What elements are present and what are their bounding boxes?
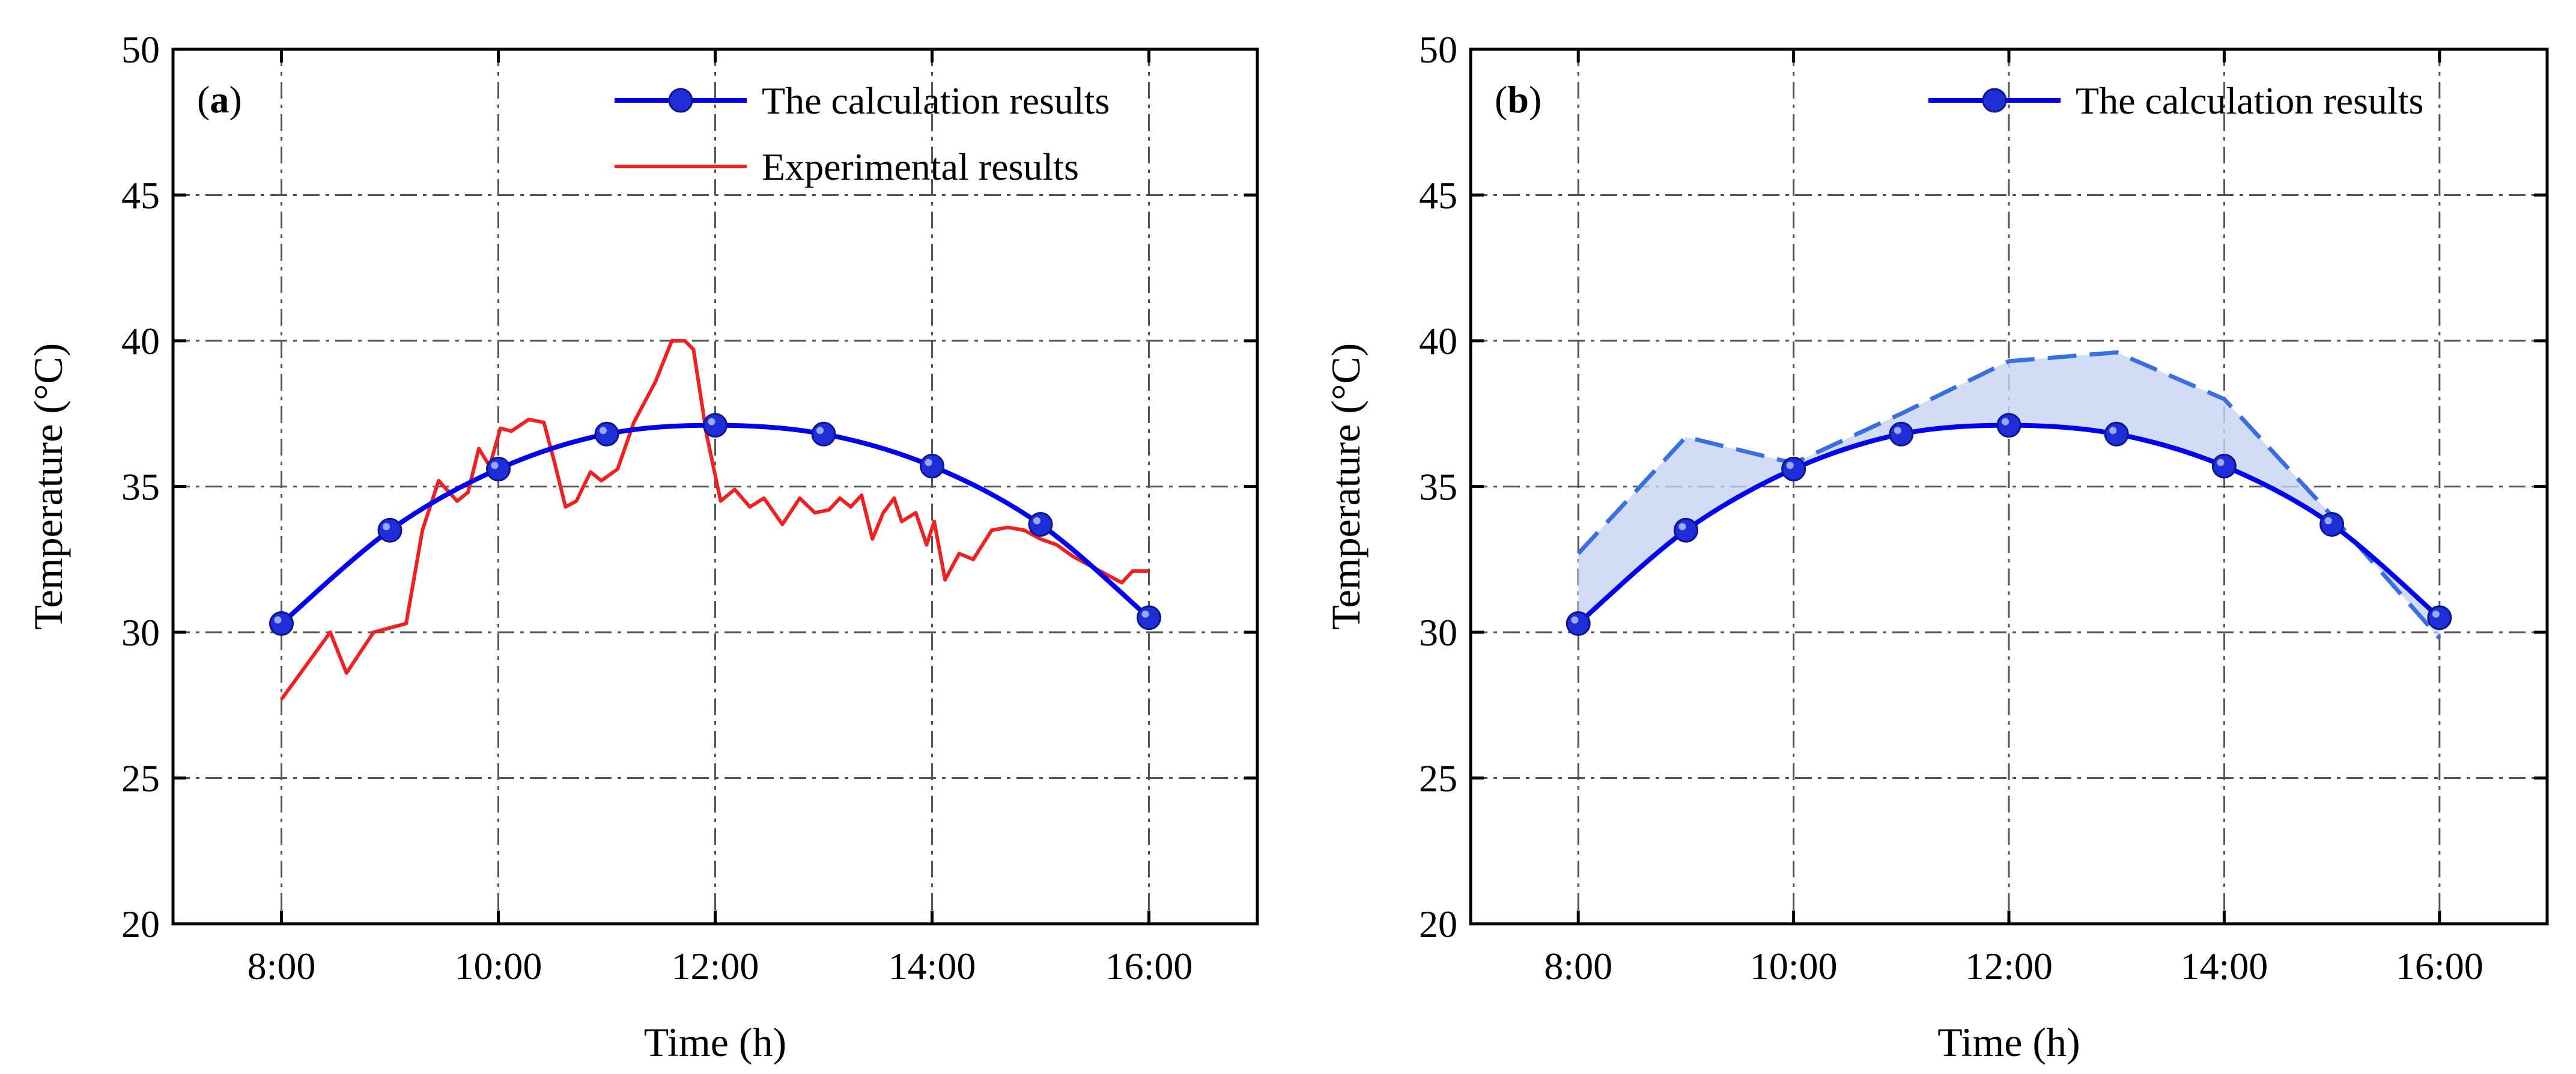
calculation-point — [920, 454, 944, 479]
legend-label-calculation: The calculation results — [2076, 79, 2423, 122]
calculation-point-highlight — [816, 427, 824, 435]
calculation-point-highlight — [2002, 418, 2009, 426]
panel-label-b: (b) — [1495, 78, 1542, 121]
y-tick-label: 40 — [1419, 320, 1457, 362]
panel-label-a: (a) — [197, 78, 242, 121]
calculation-point — [1996, 413, 2022, 438]
experimental-line — [280, 339, 1149, 701]
calculation-point — [594, 421, 619, 447]
ticks-b — [1471, 47, 2547, 926]
legend-marker-calculation — [668, 88, 693, 113]
calculation-point-highlight — [274, 616, 282, 624]
x-tick-labels-b: 8:00 10:00 12:00 14:00 16:00 — [1544, 945, 2483, 987]
calculation-point-highlight — [1678, 523, 1686, 531]
calculation-point-highlight — [2217, 459, 2225, 466]
calculation-point-highlight — [1786, 462, 1794, 469]
x-tick-label: 16:00 — [1105, 945, 1193, 987]
calculation-point — [703, 413, 728, 438]
panel-label-letter-a: a — [210, 78, 229, 121]
calculation-point — [2104, 421, 2129, 447]
panel-a: 8:00 10:00 12:00 14:00 16:00 20 25 30 35… — [25, 28, 1259, 1065]
series-layer-b — [1566, 350, 2452, 640]
y-tick-label: 25 — [121, 757, 160, 800]
panel-label-letter-b: b — [1507, 78, 1529, 121]
legend-label-experimental: Experimental results — [762, 145, 1079, 188]
x-tick-label: 8:00 — [1544, 945, 1612, 987]
calculation-point — [269, 611, 294, 636]
y-tick-label: 45 — [121, 174, 160, 217]
legend-marker-calculation — [1982, 88, 2007, 113]
y-tick-labels-b: 20 25 30 35 40 45 50 — [1419, 28, 1457, 945]
calculation-point-highlight — [1571, 616, 1579, 624]
x-tick-label: 16:00 — [2396, 945, 2483, 987]
calculation-point-highlight — [2432, 610, 2440, 618]
x-tick-label: 12:00 — [672, 945, 759, 987]
calculation-point — [1673, 517, 1698, 543]
panel-b: 8:00 10:00 12:00 14:00 16:00 20 25 30 35… — [1323, 28, 2549, 1065]
calculation-point-highlight — [1141, 610, 1149, 618]
x-tick-label: 12:00 — [1965, 945, 2053, 987]
y-tick-label: 40 — [121, 320, 160, 362]
series-layer-a — [269, 339, 1161, 701]
calculation-point-highlight — [2109, 427, 2117, 435]
y-axis-title-a: Temperature (°C) — [25, 343, 71, 630]
y-tick-label: 30 — [1419, 611, 1457, 654]
legend-b: The calculation results — [1928, 79, 2423, 122]
x-axis-title-b: Time (h) — [1937, 1019, 2080, 1065]
calculation-point-highlight — [708, 418, 715, 426]
x-tick-label: 10:00 — [1750, 945, 1838, 987]
calculation-point-highlight — [1033, 517, 1040, 525]
calculation-point — [2319, 512, 2345, 537]
calculation-point-highlight — [1894, 427, 1901, 435]
calculation-point — [811, 421, 836, 447]
calculation-point — [1889, 421, 1914, 447]
calculation-point — [1137, 605, 1161, 630]
y-tick-label: 50 — [1419, 28, 1457, 71]
calculation-point — [1781, 456, 1806, 481]
upper-bound-dashed-line — [1576, 350, 2441, 640]
calculation-point-highlight — [383, 523, 390, 531]
y-tick-labels-a: 20 25 30 35 40 45 50 — [121, 28, 160, 945]
grid-a — [173, 49, 1257, 924]
calculation-point — [486, 456, 511, 481]
x-tick-label: 14:00 — [889, 945, 976, 987]
x-tick-label: 14:00 — [2181, 945, 2268, 987]
y-tick-label: 20 — [121, 903, 160, 945]
grid-b — [1471, 49, 2547, 924]
ticks-a — [173, 47, 1257, 926]
calculation-point — [2427, 605, 2452, 630]
legend-entry-calculation: The calculation results — [615, 79, 1110, 122]
y-tick-label: 35 — [121, 466, 160, 508]
legend-label-calculation: The calculation results — [762, 79, 1110, 122]
calculation-point-highlight — [600, 427, 607, 435]
legend-entry-calculation: The calculation results — [1928, 79, 2423, 122]
x-tick-labels-a: 8:00 10:00 12:00 14:00 16:00 — [248, 945, 1193, 987]
y-tick-label: 35 — [1419, 466, 1457, 508]
y-axis-title-b: Temperature (°C) — [1323, 343, 1368, 630]
calculation-point — [2211, 454, 2237, 479]
calculation-point — [377, 517, 402, 543]
y-tick-label: 45 — [1419, 174, 1457, 217]
x-axis-title-a: Time (h) — [644, 1019, 786, 1065]
legend-entry-experimental: Experimental results — [615, 145, 1079, 188]
x-tick-label: 10:00 — [455, 945, 542, 987]
calculation-point — [1028, 512, 1053, 537]
uncertainty-band — [1578, 352, 2440, 638]
y-tick-label: 50 — [121, 28, 160, 71]
legend-a: The calculation results Experimental res… — [615, 79, 1110, 188]
y-tick-label: 30 — [121, 611, 160, 654]
calculation-point-highlight — [491, 462, 499, 469]
y-tick-label: 25 — [1419, 757, 1457, 800]
calculation-point-highlight — [925, 459, 932, 466]
calculation-point-highlight — [2324, 517, 2332, 525]
calculation-point — [1566, 611, 1591, 636]
y-tick-label: 20 — [1419, 903, 1457, 945]
x-tick-label: 8:00 — [248, 945, 316, 987]
